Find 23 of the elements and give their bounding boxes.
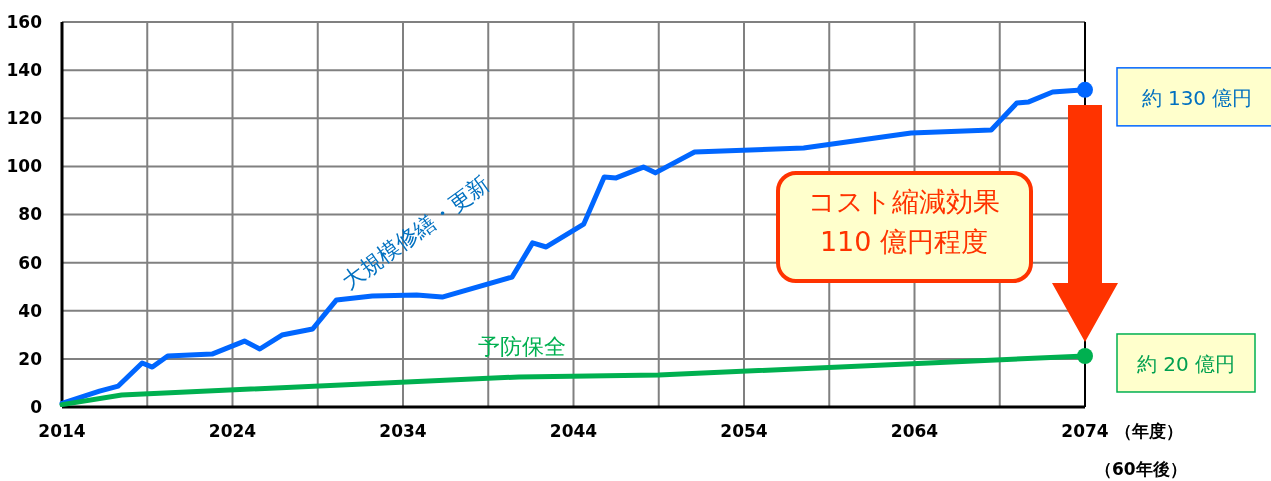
text: （60年後） [1095, 459, 1187, 479]
y-tick-label: 0 [30, 396, 43, 417]
y-tick-label: 60 [18, 252, 43, 273]
x-axis-title: （年度） [1115, 421, 1183, 441]
x-tick-label: 2054 [720, 421, 768, 441]
y-tick-label: 80 [18, 204, 43, 225]
x-tick-label: 2024 [208, 421, 257, 441]
annotation: 約 20 億円 [1136, 351, 1236, 376]
text: 大規模修繕・更新 [337, 170, 495, 295]
x-tick-label: 2034 [379, 421, 427, 441]
y-tick-label: 140 [6, 60, 43, 81]
x-tick-label: 2044 [549, 421, 598, 441]
x-tick-label: 2014 [38, 421, 86, 441]
x-tick-label: 2074 [1061, 421, 1109, 441]
annotation: コスト縮減効果 110 億円程度 [808, 186, 1000, 257]
y-tick-label: 40 [18, 300, 43, 321]
x-tick-label: 2064 [890, 421, 939, 441]
annotation: 約 130 億円 [1141, 85, 1253, 110]
y-tick-label: 20 [18, 348, 43, 369]
y-tick-label: 100 [6, 156, 43, 177]
y-tick-label: 160 [6, 11, 43, 32]
series-label: 予防保全 [478, 334, 567, 360]
y-tick-label: 120 [6, 108, 43, 129]
